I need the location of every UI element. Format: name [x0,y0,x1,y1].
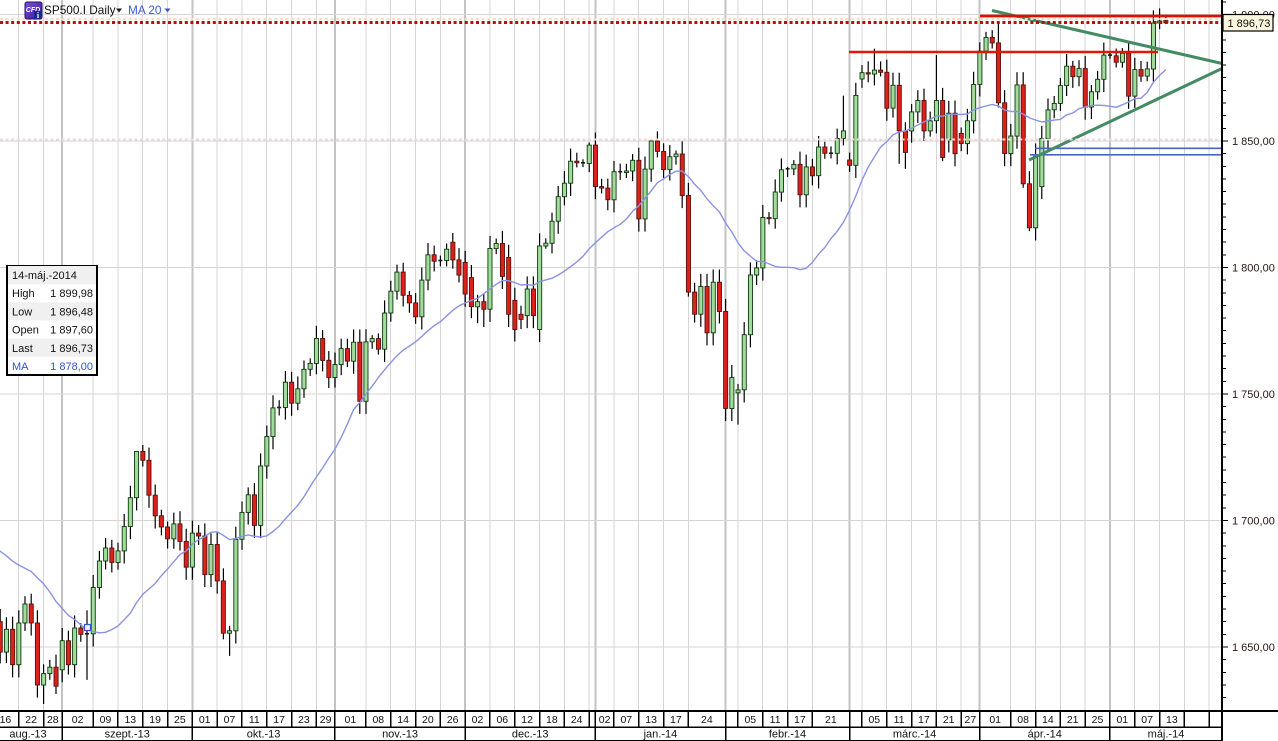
svg-text:11: 11 [249,714,260,726]
svg-text:24: 24 [571,714,583,726]
svg-text:szept.-13: szept.-13 [105,729,150,741]
svg-text:17: 17 [794,714,806,726]
svg-text:aug.-13: aug.-13 [9,729,46,741]
svg-text:MA 20: MA 20 [128,3,162,17]
svg-text:17: 17 [670,714,682,726]
svg-text:02: 02 [72,714,84,726]
svg-text:1 897,60: 1 897,60 [50,325,93,337]
svg-text:02: 02 [472,714,484,726]
svg-text:High: High [12,288,35,300]
svg-text:21: 21 [825,714,837,726]
svg-text:07: 07 [224,714,236,726]
svg-text:12: 12 [521,714,533,726]
svg-text:1 899,98: 1 899,98 [50,288,93,300]
svg-text:Low: Low [12,306,32,318]
svg-text:13: 13 [645,714,657,726]
svg-text:05: 05 [868,714,880,726]
svg-text:25: 25 [174,714,186,726]
svg-text:1 700,00: 1 700,00 [1232,516,1275,528]
svg-text:SP500.I Daily: SP500.I Daily [44,3,116,17]
svg-text:11: 11 [770,714,781,726]
svg-text:máj.-14: máj.-14 [1148,729,1185,741]
svg-text:17: 17 [918,714,930,726]
svg-text:01: 01 [1116,714,1128,726]
svg-text:29: 29 [320,714,332,726]
svg-text:08: 08 [372,714,384,726]
svg-text:Open: Open [12,325,39,337]
svg-text:1 750,00: 1 750,00 [1232,389,1275,401]
svg-text:24: 24 [701,714,713,726]
svg-text:14-máj.-2014: 14-máj.-2014 [12,270,77,282]
svg-text:1 896,73: 1 896,73 [1228,18,1271,30]
svg-text:1 896,73: 1 896,73 [50,343,93,355]
svg-text:1 878,00: 1 878,00 [50,361,93,373]
svg-text:23: 23 [298,714,310,726]
svg-text:i: i [37,11,40,20]
svg-text:dec.-13: dec.-13 [512,729,549,741]
svg-text:28: 28 [47,714,59,726]
svg-text:1 800,00: 1 800,00 [1232,263,1275,275]
svg-text:21: 21 [943,714,955,726]
svg-text:okt.-13: okt.-13 [247,729,281,741]
svg-text:22: 22 [25,714,37,726]
svg-text:18: 18 [546,714,558,726]
svg-text:CFD: CFD [26,7,40,14]
svg-text:09: 09 [100,714,112,726]
svg-text:20: 20 [422,714,434,726]
svg-text:25: 25 [1092,714,1104,726]
svg-text:márc.-14: márc.-14 [893,729,936,741]
svg-text:27: 27 [965,714,977,726]
svg-text:11: 11 [894,714,905,726]
svg-text:nov.-13: nov.-13 [382,729,418,741]
svg-text:07: 07 [1141,714,1153,726]
svg-text:01: 01 [199,714,211,726]
svg-text:01: 01 [345,714,357,726]
svg-text:19: 19 [149,714,161,726]
svg-text:1 650,00: 1 650,00 [1232,642,1275,654]
svg-text:Last: Last [12,343,33,355]
svg-text:16: 16 [0,714,11,726]
svg-text:17: 17 [273,714,285,726]
svg-text:jan.-14: jan.-14 [643,729,678,741]
svg-text:MA: MA [12,361,29,373]
svg-text:13: 13 [1166,714,1178,726]
svg-text:08: 08 [1017,714,1029,726]
svg-text:01: 01 [989,714,1001,726]
svg-text:1 896,48: 1 896,48 [50,306,93,318]
svg-text:05: 05 [744,714,756,726]
svg-text:26: 26 [447,714,459,726]
svg-text:1 850,00: 1 850,00 [1232,136,1275,148]
svg-text:06: 06 [496,714,508,726]
svg-text:14: 14 [397,714,409,726]
svg-text:07: 07 [620,714,632,726]
svg-text:13: 13 [124,714,136,726]
svg-text:21: 21 [1067,714,1079,726]
svg-text:ápr.-14: ápr.-14 [1028,729,1062,741]
svg-text:02: 02 [599,714,611,726]
svg-text:febr.-14: febr.-14 [769,729,806,741]
svg-text:14: 14 [1042,714,1054,726]
